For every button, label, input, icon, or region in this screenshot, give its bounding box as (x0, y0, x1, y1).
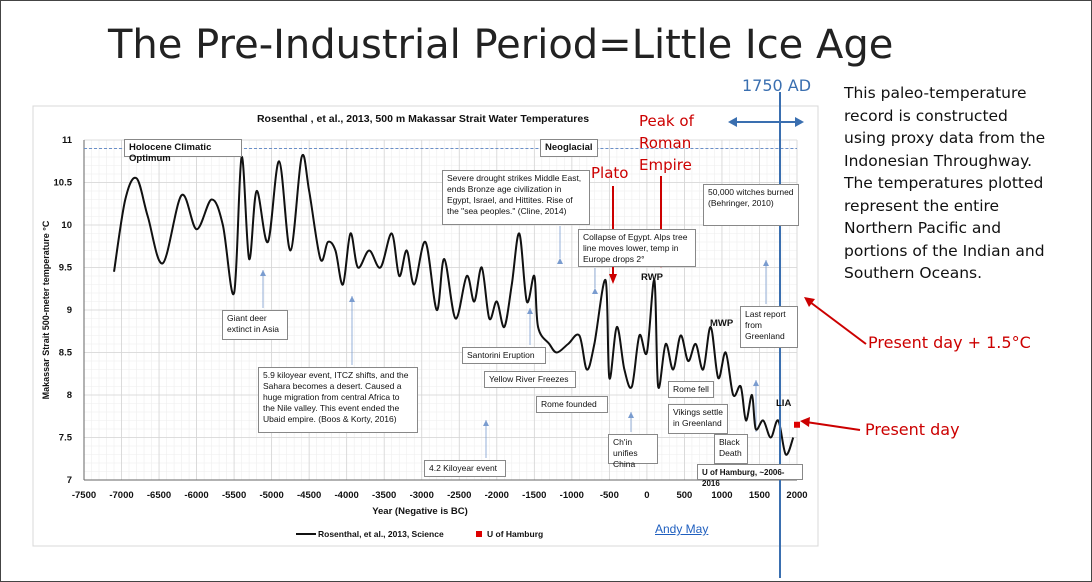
santorini-callout: Santorini Eruption (462, 347, 546, 364)
drought-callout: Severe drought strikes Middle East, ends… (442, 170, 590, 225)
ad1750-label: 1750 AD (742, 76, 812, 95)
series-line-rosenthal (113, 153, 795, 456)
greenland-report-callout: Last report from Greenland (740, 306, 798, 348)
callout-pointer-head (349, 296, 355, 302)
present-plus-arrowhead (804, 297, 815, 307)
kiloyear59-callout: 5.9 kiloyear event, ITCZ shifts, and the… (258, 367, 418, 433)
axes: -7500 -7000 -6500 -6000 -5500 -5000 -4500 -4000… (54, 135, 808, 501)
x-tick-label: -7000 (109, 490, 133, 501)
slide-title: The Pre-Industrial Period=Little Ice Age (108, 22, 894, 68)
x-tick-label: -2500 (447, 490, 471, 501)
present-plus-label: Present day + 1.5°C (868, 333, 1031, 352)
author-link[interactable]: Andy May (655, 522, 709, 536)
x-axis-label: Year (Negative is BC) (372, 506, 468, 517)
x-tick-label: -7500 (72, 490, 96, 501)
callout-pointer-head (592, 288, 598, 294)
callout-pointer-head (483, 420, 489, 426)
black-death-callout: Black Death (714, 434, 748, 464)
roman-label-line-3: Empire (639, 156, 692, 174)
y-tick-label: 10.5 (54, 178, 73, 189)
present-day-arrowhead (800, 417, 810, 427)
y-tick-label: 8.5 (59, 348, 73, 359)
rome-fell-callout: Rome fell (668, 381, 714, 398)
y-tick-label: 7 (67, 475, 72, 486)
legend: Rosenthal, et al., 2013, Science U of Ha… (296, 529, 543, 539)
chin-callout: Ch'in unifies China (608, 434, 658, 469)
callout-pointer-head (763, 260, 769, 266)
chart-title: Rosenthal , et al., 2013, 500 m Makassar… (257, 113, 589, 125)
witches-callout: 50,000 witches burned (Behringer, 2010) (703, 184, 799, 226)
callout-pointer-head (260, 270, 266, 276)
rome-founded-callout: Rome founded (536, 396, 608, 413)
roman-label-line-2: Roman (639, 134, 692, 152)
x-tick-label: -4000 (335, 490, 359, 501)
ad1750-arrowhead-left (728, 117, 737, 127)
lia-label: LIA (776, 398, 792, 409)
x-tick-label: -500 (600, 490, 619, 501)
x-tick-label: -6000 (184, 490, 208, 501)
roman-label-line-1: Peak of (639, 112, 694, 130)
mwp-label: MWP (710, 318, 734, 329)
present-day-label: Present day (865, 420, 960, 439)
vikings-callout: Vikings settle in Greenland (668, 404, 728, 434)
y-tick-label: 8 (67, 390, 72, 401)
y-axis-label: Makassar Strait 500-meter temperature °C (41, 220, 51, 399)
yellow-river-callout: Yellow River Freezes (484, 371, 576, 388)
y-tick-label: 9.5 (59, 263, 73, 274)
x-tick-label: -1500 (522, 490, 546, 501)
present-plus-arrow (809, 301, 867, 345)
y-tick-label: 11 (62, 135, 73, 146)
callout-pointer-head (753, 380, 759, 386)
x-tick-label: -3000 (410, 490, 434, 501)
callout-pointer-head (628, 412, 634, 418)
x-tick-label: 1000 (711, 490, 732, 501)
hamburg-callout: U of Hamburg, ~2006-2016 (697, 464, 803, 488)
x-tick-label: -5000 (259, 490, 283, 501)
deer-callout: Giant deer extinct in Asia (222, 310, 288, 340)
x-tick-label: 1500 (749, 490, 770, 501)
y-tick-label: 7.5 (59, 433, 73, 444)
plato-arrowhead (609, 274, 617, 284)
side-description: This paleo-temperature record is constru… (844, 84, 1046, 282)
kiloyear42-callout: 4.2 Kiloyear event (424, 460, 506, 477)
y-tick-label: 9 (67, 305, 72, 316)
holocene-label: Holocene Climatic Optimum (124, 139, 242, 164)
x-tick-label: -5500 (222, 490, 246, 501)
legend-entry-hamburg: U of Hamburg (487, 529, 543, 539)
legend-entry-rosenthal: Rosenthal, et al., 2013, Science (318, 529, 444, 539)
x-tick-label: -3500 (372, 490, 396, 501)
rwp-label: RWP (641, 272, 663, 283)
egypt-callout: Collapse of Egypt. Alps tree line moves … (578, 229, 696, 267)
y-tick-label: 10 (61, 220, 72, 231)
x-tick-label: -1000 (560, 490, 584, 501)
x-tick-label: -6500 (147, 490, 171, 501)
x-tick-label: -2000 (485, 490, 509, 501)
x-tick-label: 2000 (786, 490, 807, 501)
neoglacial-label: Neoglacial (540, 139, 598, 157)
legend-square-swatch (476, 531, 482, 537)
callout-pointer-head (557, 258, 563, 264)
present-day-arrow (805, 421, 861, 431)
ad1750-arrowhead-right (795, 117, 804, 127)
x-tick-label: 0 (644, 490, 649, 501)
x-tick-label: -4500 (297, 490, 321, 501)
hamburg-data-point (794, 421, 800, 428)
x-tick-label: 500 (676, 490, 692, 501)
data-points (794, 421, 800, 428)
callout-pointer-head (527, 308, 533, 314)
plato-label: Plato (591, 164, 629, 182)
